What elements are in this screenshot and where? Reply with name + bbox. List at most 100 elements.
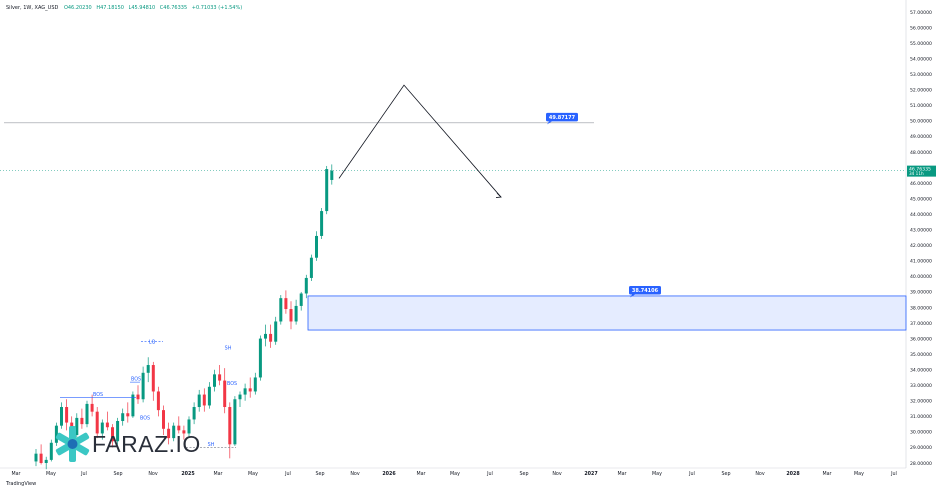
- x-tick-label: Jul: [890, 471, 897, 477]
- candle-body: [187, 419, 191, 434]
- last-price-countdown: 34 11h: [909, 171, 924, 176]
- x-tick-label: Sep: [113, 471, 122, 477]
- x-tick-label: Nov: [755, 471, 765, 477]
- candle-body: [156, 391, 160, 411]
- y-tick-label: 55.00000: [910, 41, 932, 47]
- candle-body: [309, 257, 313, 278]
- candle-body: [192, 407, 196, 420]
- x-tick-label: Sep: [315, 471, 324, 477]
- y-tick-label: 36.00000: [910, 336, 932, 342]
- x-tick-label: Sep: [721, 471, 730, 477]
- candle-body: [141, 372, 145, 400]
- y-tick-label: 53.00000: [910, 72, 932, 78]
- zone-label: 38.74106: [632, 288, 659, 294]
- candle-body: [238, 394, 242, 400]
- structure-label: SH: [225, 345, 232, 351]
- candle-body: [162, 410, 165, 429]
- x-tick-label: Nov: [552, 471, 562, 477]
- candle-body: [182, 430, 186, 434]
- candle-body: [95, 411, 99, 434]
- candle-body: [218, 374, 222, 381]
- structure-label: SH: [208, 442, 215, 448]
- candle-body: [146, 365, 150, 373]
- chart-header: Silver, 1W, XAG_USD O46.20230 H47.18150 …: [6, 5, 245, 11]
- candle-body: [65, 407, 69, 423]
- candle-body: [197, 394, 201, 408]
- x-tick-label: 2027: [584, 471, 597, 477]
- watermark-text: FARAZ.IO: [92, 431, 201, 457]
- x-tick-label: Jul: [486, 471, 493, 477]
- level-label-pointer: [547, 121, 552, 125]
- x-tick-label: Nov: [350, 471, 360, 477]
- candle-body: [167, 428, 171, 439]
- candle-body: [243, 388, 247, 395]
- candle-body: [223, 380, 227, 408]
- y-tick-label: 30.00000: [910, 430, 932, 436]
- candle-body: [202, 394, 206, 406]
- y-tick-label: 42.00000: [910, 243, 932, 249]
- y-tick-label: 33.00000: [910, 383, 932, 389]
- y-tick-label: 41.00000: [910, 259, 932, 265]
- x-tick-label: Mar: [416, 471, 425, 477]
- high-value: H47.18150: [96, 5, 124, 11]
- candle-body: [320, 211, 324, 236]
- x-tick-label: 2028: [786, 471, 800, 477]
- y-tick-label: 28.00000: [910, 461, 932, 467]
- candle-body: [274, 321, 278, 342]
- candle-body: [105, 422, 109, 428]
- symbol-label: Silver, 1W, XAG_USD: [6, 5, 59, 11]
- candle-body: [54, 425, 58, 443]
- y-tick-label: 39.00000: [910, 290, 932, 296]
- x-tick-label: Jul: [688, 471, 695, 477]
- support-zone: [307, 295, 907, 331]
- candle-body: [304, 277, 308, 294]
- change-value: +0.71033 (+1.54%): [191, 5, 243, 11]
- y-tick-label: 34.00000: [910, 367, 932, 373]
- x-tick-label: Sep: [519, 471, 528, 477]
- candle-body: [60, 407, 63, 426]
- candle-body: [151, 365, 155, 392]
- structure-label: BOS: [131, 377, 141, 383]
- y-tick-label: 46.00000: [910, 181, 932, 187]
- candle-body: [111, 427, 114, 442]
- y-tick-label: 52.00000: [910, 88, 932, 94]
- x-tick-label: Mar: [11, 471, 20, 477]
- candle-body: [330, 170, 334, 180]
- candle-body: [80, 417, 84, 425]
- candle-body: [264, 333, 267, 339]
- candle-body: [44, 459, 48, 463]
- x-tick-label: 2026: [382, 471, 396, 477]
- y-tick-label: 51.00000: [910, 103, 932, 109]
- y-tick-label: 48.00000: [910, 150, 932, 156]
- x-tick-label: Mar: [213, 471, 222, 477]
- tradingview-footer: TradingView: [6, 481, 37, 487]
- y-tick-label: 37.00000: [910, 321, 932, 327]
- close-value: C46.76335: [159, 5, 188, 11]
- y-tick-label: 40.00000: [910, 274, 932, 280]
- y-tick-label: 32.00000: [910, 399, 932, 405]
- candle-body: [85, 403, 89, 425]
- x-tick-label: May: [248, 471, 258, 477]
- candle-body: [90, 403, 94, 412]
- x-tick-label: May: [46, 471, 56, 477]
- x-tick-label: Mar: [617, 471, 626, 477]
- projection-arrow: [495, 192, 502, 198]
- candle-body: [279, 298, 283, 322]
- zone-label-bg: [629, 285, 661, 295]
- y-tick-label: 50.00000: [910, 119, 932, 125]
- y-tick-label: 54.00000: [910, 56, 932, 62]
- candle-body: [121, 413, 125, 422]
- y-tick-label: 35.00000: [910, 352, 932, 358]
- x-tick-label: 2025: [181, 471, 194, 477]
- y-tick-label: 49.00000: [910, 134, 932, 140]
- candle-body: [269, 333, 273, 342]
- candle-body: [289, 309, 293, 322]
- low-value: L45.94810: [128, 5, 156, 11]
- x-tick-label: May: [652, 471, 662, 477]
- candle-body: [116, 421, 120, 442]
- candle-body: [75, 417, 79, 436]
- y-tick-label: 29.00000: [910, 445, 932, 451]
- x-tick-label: May: [854, 471, 864, 477]
- candle-body: [284, 298, 288, 310]
